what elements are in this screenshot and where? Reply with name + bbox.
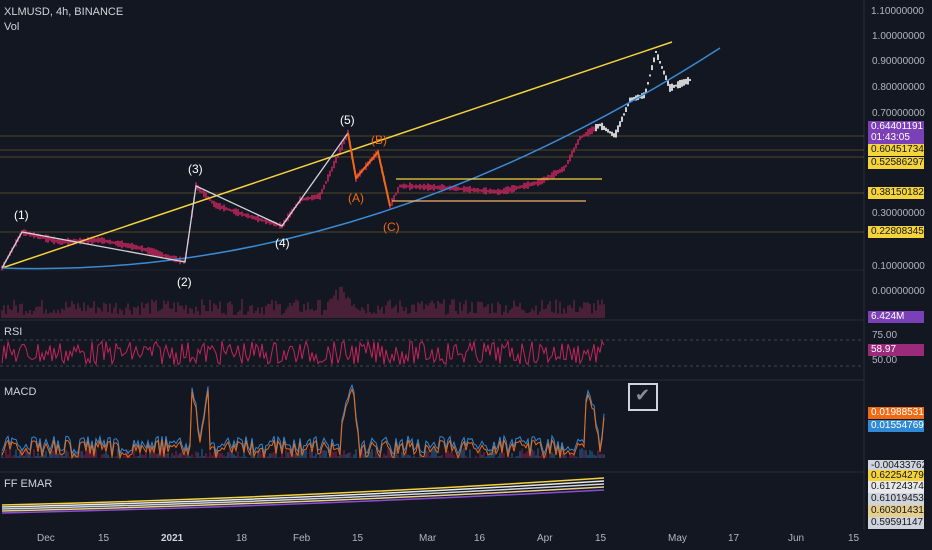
x-tick: Mar xyxy=(419,533,437,544)
trend-line xyxy=(1,41,673,269)
price-tick: 0.00000000 xyxy=(872,286,925,297)
rsi-value-badge: 58.97 xyxy=(868,344,924,356)
ff-badge: 0.61019453 xyxy=(868,493,924,505)
ff-emar-ribbon xyxy=(1,483,605,510)
price-tick: 0.90000000 xyxy=(872,56,925,67)
level-badge: 0.52586297 xyxy=(868,157,924,169)
x-tick: 15 xyxy=(595,533,607,544)
vol-badge: 6.424M xyxy=(868,311,924,323)
ff-emar-ribbon xyxy=(1,489,605,514)
macd-badge: 0.01988531 xyxy=(868,407,924,419)
x-tick: May xyxy=(668,533,687,544)
rsi-label[interactable]: RSI xyxy=(4,326,23,338)
x-tick: 15 xyxy=(352,533,364,544)
level-badge: 0.60451734 xyxy=(868,144,924,156)
x-tick: 2021 xyxy=(161,533,184,544)
wave-label-1: (1) xyxy=(14,208,29,222)
ff-badge: 0.59591147 xyxy=(868,517,924,529)
level-badge: 0.22808345 xyxy=(868,226,924,238)
macd-hist-badge: -0.00433762 xyxy=(868,460,927,472)
x-tick: Jun xyxy=(788,533,805,544)
wave-label-b: (B) xyxy=(371,133,387,147)
wave-label-3: (3) xyxy=(188,162,203,176)
ff-badge: 0.62254279 xyxy=(868,470,924,482)
x-tick: Feb xyxy=(293,533,311,544)
wave-label-2: (2) xyxy=(177,275,192,289)
ff-emar-ribbon xyxy=(1,480,605,508)
price-tick: 0.10000000 xyxy=(872,261,925,272)
rsi-level-75: 75.00 xyxy=(872,330,898,341)
wave-label-c: (C) xyxy=(383,220,400,234)
level-badge: 0.38150182 xyxy=(868,187,924,199)
countdown-badge: 01:43:05 xyxy=(868,132,924,144)
elliott-wave-line xyxy=(1,132,349,269)
price-tick: 0.30000000 xyxy=(872,208,925,219)
macd-signal-line xyxy=(1,387,605,460)
check-box[interactable]: ✔ xyxy=(628,383,658,411)
rsi-line xyxy=(1,339,605,366)
last-price-badge: 0.64401191 xyxy=(868,121,924,133)
macd-signal-badge: 0.01554769 xyxy=(868,420,924,432)
price-badge-top: 1.10000000 xyxy=(871,6,924,17)
symbol-title[interactable]: XLMUSD, 4h, BINANCE xyxy=(4,6,124,18)
ff-emar-ribbon xyxy=(1,486,605,512)
ff-emar-label[interactable]: FF EMAR xyxy=(4,478,53,490)
support-curve xyxy=(1,47,721,270)
wave-label-a: (A) xyxy=(348,191,364,205)
ff-badge: 0.61724374 xyxy=(868,481,924,493)
wave-label-5: (5) xyxy=(340,113,355,127)
macd-line xyxy=(1,383,605,456)
price-tick: 0.80000000 xyxy=(872,82,925,93)
price-tick: 1.00000000 xyxy=(872,31,925,42)
x-tick: 15 xyxy=(98,533,110,544)
x-tick: 18 xyxy=(236,533,248,544)
x-tick: Apr xyxy=(537,533,553,544)
x-tick: 16 xyxy=(474,533,486,544)
price-tick: 0.70000000 xyxy=(872,108,925,119)
ff-badge: 0.60301431 xyxy=(868,505,924,517)
ff-emar-ribbon xyxy=(1,477,605,506)
x-tick: 17 xyxy=(728,533,740,544)
x-tick: Dec xyxy=(37,533,55,544)
wave-label-4: (4) xyxy=(275,236,290,250)
x-tick: 15 xyxy=(848,533,860,544)
macd-label[interactable]: MACD xyxy=(4,386,37,398)
check-icon: ✔ xyxy=(635,385,651,405)
vol-label[interactable]: Vol xyxy=(4,21,20,33)
rsi-level-50: 50.00 xyxy=(872,355,898,366)
abc-correction-line xyxy=(347,132,391,207)
